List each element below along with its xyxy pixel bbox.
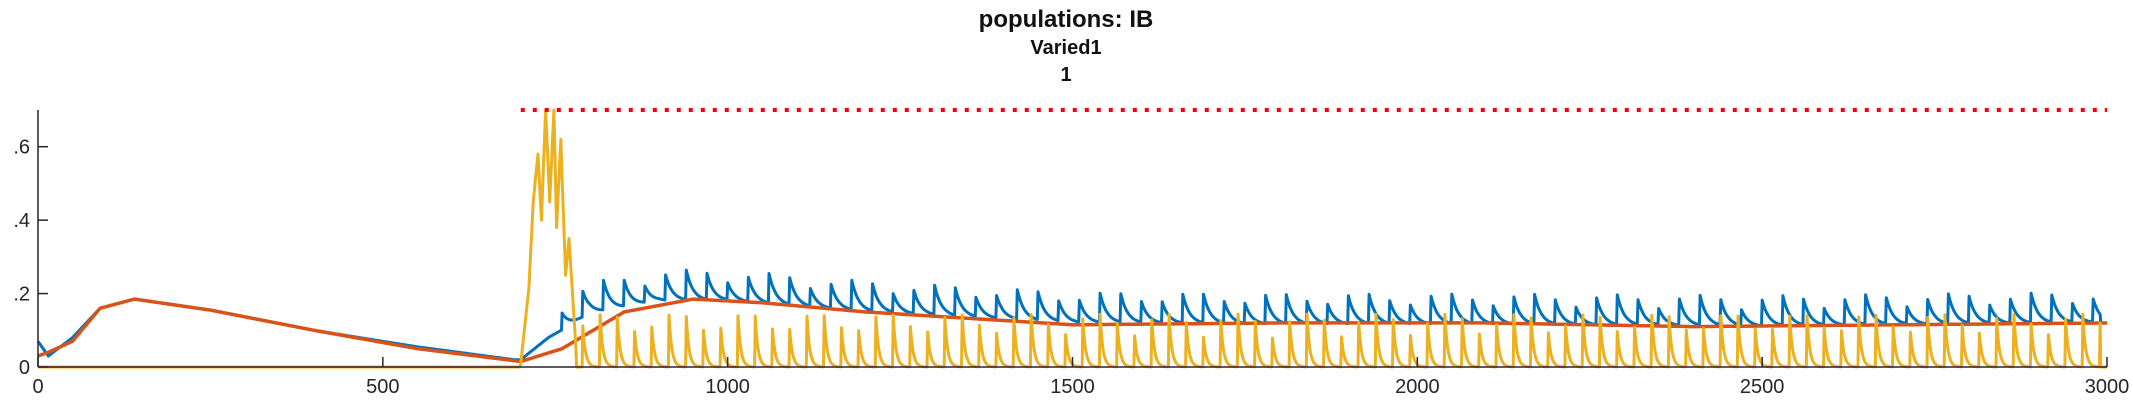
chart-subtitle-value: 1 (1060, 64, 1071, 86)
x-tick-label: 1500 (1050, 376, 1095, 398)
x-tick-label: 0 (32, 376, 43, 398)
x-tick-label: 3000 (2085, 376, 2130, 398)
x-tick-label: 2500 (1740, 376, 1785, 398)
x-tick-label: 2000 (1395, 376, 1440, 398)
chart-titles: populations: IB Varied1 1 (979, 6, 1154, 86)
series-layer (36, 108, 2109, 369)
y-tick-label: 0 (19, 357, 30, 379)
axes-layer: 0 500 1000 1500 2000 2500 3000 0 .2 .4 .6 (13, 110, 2129, 398)
x-tick-label: 1000 (705, 376, 750, 398)
series-line-1 (36, 297, 2109, 364)
y-tick-label: .4 (13, 210, 30, 232)
series-line-2 (37, 108, 2108, 369)
y-tick-label: .2 (13, 284, 30, 306)
series-line-0 (36, 268, 2108, 362)
chart-subtitle-varied: Varied1 (1030, 37, 1101, 59)
x-tick-label: 500 (366, 376, 399, 398)
y-tick-label: .6 (13, 137, 30, 159)
chart-title: populations: IB (979, 6, 1154, 33)
